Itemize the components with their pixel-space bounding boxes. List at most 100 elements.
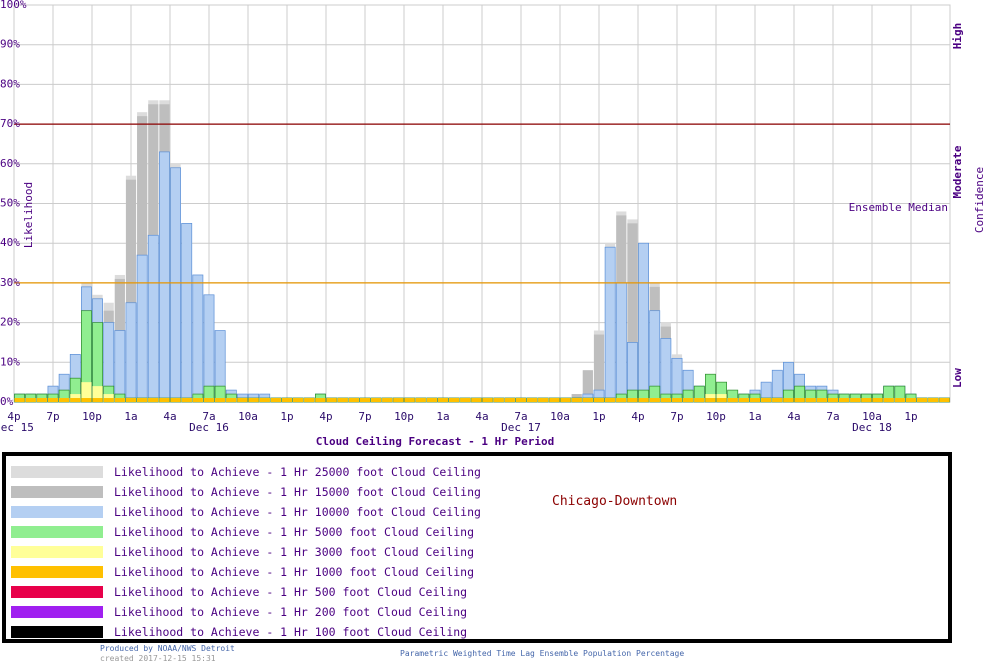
bar-5	[415, 398, 426, 402]
bar-5	[203, 398, 215, 402]
bar-5	[371, 398, 382, 402]
x-tick-label: 4a	[163, 410, 176, 423]
bar-5	[248, 398, 259, 402]
bar-5	[81, 398, 92, 402]
bar-5	[872, 398, 883, 402]
bar-5	[393, 398, 404, 402]
bar-5	[125, 398, 137, 402]
y-tick-label: 60%	[0, 157, 20, 170]
bar-5	[538, 398, 549, 402]
cloud-ceiling-chart: 0% 10% 20% 30% 40% 50% 60% 70% 80% 90% 100% 4p 7p 10p…	[0, 0, 986, 448]
bar-2	[136, 254, 148, 403]
bar-5	[883, 398, 894, 402]
bar-5	[649, 398, 660, 402]
bar-5	[137, 398, 148, 402]
bar-5	[482, 398, 493, 402]
legend-swatch	[11, 586, 103, 598]
legend-label: Likelihood to Achieve - 1 Hr 200 foot Cl…	[114, 605, 468, 619]
legend-swatch	[11, 626, 103, 638]
x-tick-label: 10p	[82, 410, 102, 423]
bar-5	[348, 398, 359, 402]
bar-5	[25, 398, 36, 402]
bar-1	[627, 223, 638, 402]
bar-5	[70, 398, 81, 402]
legend-swatch	[11, 566, 103, 578]
bar-5	[237, 398, 248, 402]
legend-swatch	[11, 506, 103, 518]
y-tick-label: 90%	[0, 38, 20, 51]
bar-2	[771, 369, 783, 403]
bar-5	[437, 398, 449, 402]
legend-swatch	[11, 486, 103, 498]
legend-label: Likelihood to Achieve - 1 Hr 15000 foot …	[114, 485, 481, 499]
bar-5	[527, 398, 538, 402]
x-tick-label: 1p	[280, 410, 293, 423]
bar-2	[181, 223, 193, 403]
bar-5	[727, 398, 738, 402]
bar-2	[638, 242, 649, 403]
bar-5	[616, 398, 627, 402]
y-tick-label: 20%	[0, 316, 20, 329]
bar-5	[549, 398, 560, 402]
bar-5	[939, 398, 950, 402]
bar-5	[683, 398, 694, 402]
bar-5	[170, 398, 181, 402]
bar-1	[593, 334, 605, 402]
x-tick-label: 1a	[124, 410, 137, 423]
legend: Likelihood to Achieve - 1 Hr 25000 foot …	[2, 452, 952, 643]
x-tick-label: 7a	[202, 410, 215, 423]
y-tick-label: 0%	[0, 395, 14, 408]
x-tick-label: 4p	[319, 410, 332, 423]
bar-5	[270, 398, 281, 402]
created-timestamp: created 2017-12-15 15:31	[100, 654, 216, 663]
bar-5	[671, 398, 683, 402]
ensemble-median-label: Ensemble Median	[849, 201, 948, 214]
bar-4	[92, 386, 103, 402]
legend-label: Likelihood to Achieve - 1 Hr 3000 foot C…	[114, 545, 475, 559]
bar-5	[850, 398, 861, 402]
bar-5	[471, 398, 482, 402]
day-label: Dec 18	[852, 421, 892, 434]
bar-5	[460, 398, 471, 402]
bar-5	[47, 398, 59, 402]
bar-5	[449, 398, 460, 402]
bar-5	[749, 398, 761, 402]
bar-5	[59, 398, 70, 402]
bar-5	[114, 398, 125, 402]
bar-5	[304, 398, 315, 402]
bar-5	[582, 398, 593, 402]
bar-5	[148, 398, 159, 402]
chart-title: Cloud Ceiling Forecast - 1 Hr Period	[316, 435, 554, 448]
bar-5	[660, 398, 671, 402]
bar-5	[382, 398, 393, 402]
bar-5	[905, 398, 917, 402]
bar-2	[147, 234, 159, 403]
bar-5	[705, 398, 716, 402]
x-tick-label: 4a	[475, 410, 488, 423]
bar-5	[761, 398, 772, 402]
legend-swatch	[11, 546, 103, 558]
bar-5	[103, 398, 114, 402]
bar-5	[215, 398, 226, 402]
bar-2	[192, 274, 204, 403]
y-tick-label: 50%	[0, 197, 20, 210]
x-tick-label: 4a	[787, 410, 800, 423]
y-axis-title: Likelihood	[22, 182, 35, 248]
x-tick-label: 10p	[394, 410, 414, 423]
x-tick-label: 1p	[592, 410, 605, 423]
x-tick-label: 10a	[862, 410, 882, 423]
bar-5	[571, 398, 582, 402]
day-label: Dec 16	[189, 421, 229, 434]
bar-5	[36, 398, 47, 402]
bar-2	[615, 282, 627, 403]
bar-5	[861, 398, 872, 402]
y-tick-label: 70%	[0, 117, 20, 130]
bar-5	[181, 398, 192, 402]
bar-5	[515, 398, 527, 402]
confidence-high-label: High	[951, 23, 964, 50]
bar-2	[660, 338, 672, 403]
bar-5	[839, 398, 850, 402]
bar-5	[14, 398, 25, 402]
bar-5	[783, 398, 794, 402]
bar-5	[738, 398, 749, 402]
